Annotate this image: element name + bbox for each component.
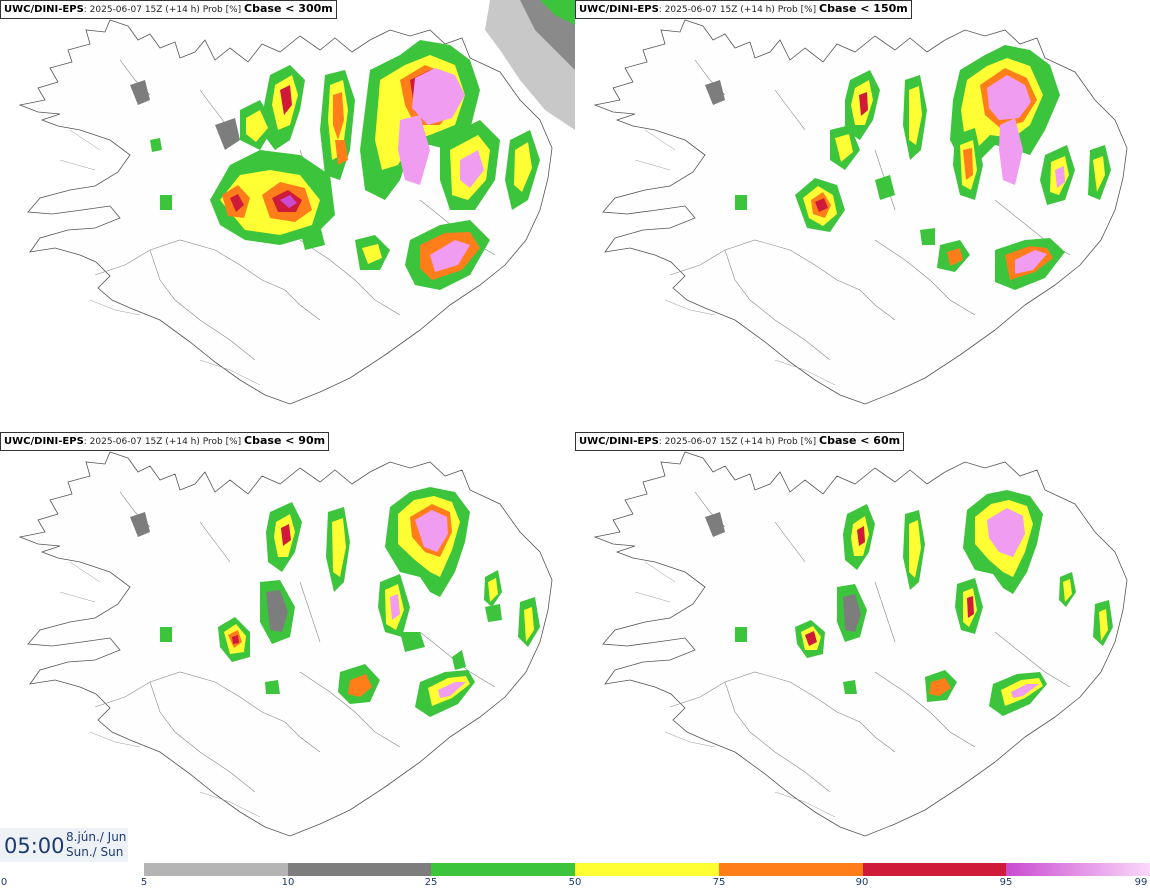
legend-bin-25-50 <box>431 863 576 876</box>
valid-time-clock: 05:00 <box>4 834 65 858</box>
probability-map <box>594 19 1128 405</box>
probability-map <box>19 451 553 837</box>
legend-label: 5 <box>140 877 148 888</box>
legend-bin-10-25 <box>287 863 432 876</box>
day-line: Sun./ Sun <box>66 845 124 859</box>
panel-title: UWC/DINI-EPS: 2025-06-07 15Z (+14 h) Pro… <box>575 0 912 19</box>
legend-bin-75-90 <box>718 863 863 876</box>
legend-label: 50 <box>568 877 582 888</box>
probability-map <box>19 0 575 405</box>
map-panel-300m: UWC/DINI-EPS: 2025-06-07 15Z (+14 h) Pro… <box>0 0 575 430</box>
legend-label: 0 <box>0 877 8 888</box>
probability-map <box>594 451 1128 837</box>
map-panel-150m: UWC/DINI-EPS: 2025-06-07 15Z (+14 h) Pro… <box>575 0 1150 430</box>
date-line: 8.jún./ Jun <box>66 830 127 844</box>
legend-bin-5-10 <box>144 863 288 876</box>
legend-label: 90 <box>855 877 869 888</box>
map-panel-90m: UWC/DINI-EPS: 2025-06-07 15Z (+14 h) Pro… <box>0 432 575 862</box>
legend-bin-95-99 <box>1006 863 1150 876</box>
map-panel-60m: UWC/DINI-EPS: 2025-06-07 15Z (+14 h) Pro… <box>575 432 1150 862</box>
legend-bin-50-75 <box>575 863 719 876</box>
panel-title: UWC/DINI-EPS: 2025-06-07 15Z (+14 h) Pro… <box>0 432 330 451</box>
legend-colorbar <box>144 863 1150 876</box>
legend-label: 25 <box>424 877 438 888</box>
valid-time-date: 8.jún./ Jun Sun./ Sun <box>66 830 126 860</box>
panel-title: UWC/DINI-EPS: 2025-06-07 15Z (+14 h) Pro… <box>575 432 905 451</box>
panel-title: UWC/DINI-EPS: 2025-06-07 15Z (+14 h) Pro… <box>0 0 337 19</box>
legend-label: 99 <box>1134 877 1148 888</box>
legend-label: 75 <box>712 877 726 888</box>
legend-label: 95 <box>999 877 1013 888</box>
valid-time-box: 05:00 8.jún./ Jun Sun./ Sun <box>0 828 128 862</box>
legend-label: 10 <box>281 877 295 888</box>
legend-bin-90-95 <box>862 863 1007 876</box>
